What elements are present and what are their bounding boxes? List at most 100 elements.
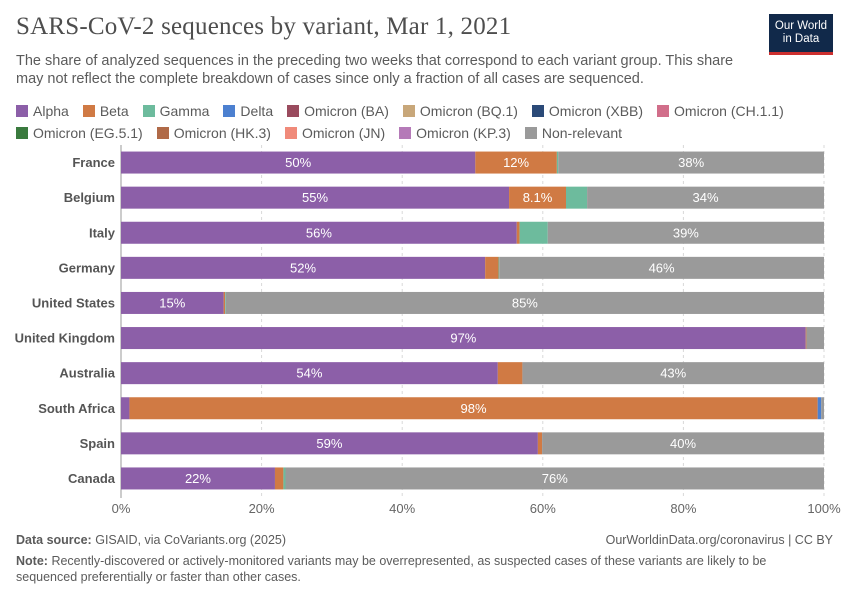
- bar-segment-belgium-gamma: [565, 186, 588, 209]
- bar-segment-belgium-non-relevant: [587, 186, 824, 209]
- legend-item-omicron-eg-5-1[interactable]: Omicron (EG.5.1): [16, 124, 143, 142]
- data-label: 54%: [296, 366, 322, 381]
- x-tick-label: 100%: [807, 501, 841, 516]
- data-label: 56%: [306, 225, 332, 240]
- data-label: 59%: [316, 436, 342, 451]
- row-label-france: France: [72, 155, 115, 170]
- data-label: 8.1%: [523, 190, 553, 205]
- legend-item-omicron-hk-3[interactable]: Omicron (HK.3): [156, 124, 271, 142]
- legend-item-non-relevant[interactable]: Non-relevant: [524, 124, 622, 142]
- legend-item-gamma[interactable]: Gamma: [142, 102, 209, 120]
- owid-logo[interactable]: Our World in Data: [769, 14, 833, 55]
- legend-swatch: [524, 127, 537, 139]
- data-label: 40%: [670, 436, 696, 451]
- note-label: Note:: [16, 554, 48, 568]
- legend-swatch: [16, 127, 28, 139]
- legend-label: Omicron (KP.3): [416, 125, 511, 141]
- row-label-germany: Germany: [59, 260, 116, 275]
- legend-item-omicron-ch-1-1[interactable]: Omicron (CH.1.1): [657, 102, 784, 120]
- legend-label: Non-relevant: [541, 125, 622, 141]
- data-source: Data source: GISAID, via CoVariants.org …: [16, 533, 286, 547]
- legend-swatch: [657, 105, 670, 117]
- legend-label: Omicron (CH.1.1): [674, 103, 784, 119]
- bar-segment-germany-alpha: [121, 256, 486, 279]
- data-label: 85%: [512, 295, 538, 310]
- legend-item-alpha[interactable]: Alpha: [16, 102, 69, 120]
- data-label: 38%: [678, 155, 704, 170]
- data-label: 39%: [673, 225, 699, 240]
- data-label: 76%: [542, 471, 568, 486]
- x-tick-label: 20%: [249, 501, 275, 516]
- row-label-spain: Spain: [80, 436, 115, 451]
- bar-segment-south-africa-delta: [817, 397, 822, 420]
- legend-item-omicron-ba[interactable]: Omicron (BA): [287, 102, 389, 120]
- legend-label: Omicron (JN): [301, 125, 386, 141]
- bar-segment-france-gamma: [556, 151, 559, 174]
- row-label-italy: Italy: [89, 225, 116, 240]
- data-source-label: Data source:: [16, 533, 92, 547]
- logo-line-2: in Data: [782, 33, 820, 45]
- legend-label: Alpha: [33, 103, 69, 119]
- data-label: 43%: [660, 366, 686, 381]
- data-label: 34%: [693, 190, 719, 205]
- legend-swatch: [156, 127, 169, 139]
- bar-segment-united-kingdom-beta: [805, 327, 807, 350]
- row-label-united-states: United States: [32, 295, 115, 310]
- legend-item-omicron-kp-3[interactable]: Omicron (KP.3): [399, 124, 511, 142]
- legend-swatch: [287, 105, 300, 117]
- legend-swatch: [399, 127, 412, 139]
- bar-segment-united-states-beta: [223, 291, 226, 314]
- legend-label: Omicron (XBB): [548, 103, 644, 119]
- bar-segment-australia-alpha: [121, 362, 498, 385]
- bar-segment-united-states-alpha: [121, 291, 224, 314]
- legend-swatch: [284, 127, 297, 139]
- bar-segment-france-non-relevant: [558, 151, 824, 174]
- bar-segment-spain-alpha: [121, 432, 538, 455]
- chart-title: SARS-CoV-2 sequences by variant, Mar 1, …: [16, 13, 512, 40]
- legend-swatch: [531, 105, 544, 117]
- bar-segment-germany-non-relevant: [499, 256, 824, 279]
- footnote: Note: Recently-discovered or actively-mo…: [16, 553, 816, 585]
- legend-swatch: [82, 105, 95, 117]
- bar-segment-canada-beta: [274, 467, 284, 490]
- x-tick-label: 80%: [670, 501, 696, 516]
- bar-segment-united-states-non-relevant: [225, 291, 824, 314]
- row-label-australia: Australia: [59, 366, 115, 381]
- legend-item-delta[interactable]: Delta: [223, 102, 273, 120]
- bar-segment-italy-beta: [516, 221, 520, 244]
- chart-legend: Alpha Beta Gamma Delta Omicron (BA) Omicron (…: [16, 102, 826, 142]
- data-label: 46%: [649, 260, 675, 275]
- bar-segment-italy-gamma: [519, 221, 548, 244]
- legend-item-beta[interactable]: Beta: [82, 102, 129, 120]
- chart-subtitle: The share of analyzed sequences in the p…: [16, 53, 734, 87]
- bar-segment-germany-beta: [485, 256, 499, 279]
- bar-segment-italy-alpha: [121, 221, 517, 244]
- bar-segment-france-alpha: [121, 151, 476, 174]
- data-label: 55%: [302, 190, 328, 205]
- row-label-belgium: Belgium: [64, 190, 115, 205]
- legend-item-omicron-xbb[interactable]: Omicron (XBB): [531, 102, 644, 120]
- x-tick-label: 40%: [389, 501, 415, 516]
- legend-label: Omicron (EG.5.1): [33, 125, 143, 141]
- bar-segment-united-states-gamma: [225, 291, 226, 314]
- logo-line-1: Our World: [774, 20, 828, 32]
- bar-segment-australia-non-relevant: [522, 362, 824, 385]
- bar-segment-south-africa-beta: [129, 397, 818, 420]
- bar-segment-italy-non-relevant: [547, 221, 824, 244]
- legend-item-omicron-jn[interactable]: Omicron (JN): [284, 124, 386, 142]
- legend-label: Omicron (HK.3): [173, 125, 271, 141]
- note-text: Recently-discovered or actively-monitore…: [16, 554, 767, 584]
- bar-segment-australia-beta: [497, 362, 523, 385]
- bar-segment-united-kingdom-non-relevant: [806, 327, 824, 350]
- legend-swatch: [16, 105, 28, 117]
- data-label: 15%: [159, 295, 185, 310]
- legend-swatch: [402, 105, 415, 117]
- legend-item-omicron-bq-1[interactable]: Omicron (BQ.1): [402, 102, 518, 120]
- legend-label: Delta: [240, 103, 274, 119]
- credit-link[interactable]: OurWorldinData.org/coronavirus | CC BY: [605, 533, 833, 547]
- legend-label: Beta: [99, 103, 129, 119]
- bar-segment-united-kingdom-alpha: [121, 327, 806, 350]
- bar-segment-canada-non-relevant: [285, 467, 824, 490]
- bar-segment-germany-gamma: [498, 256, 500, 279]
